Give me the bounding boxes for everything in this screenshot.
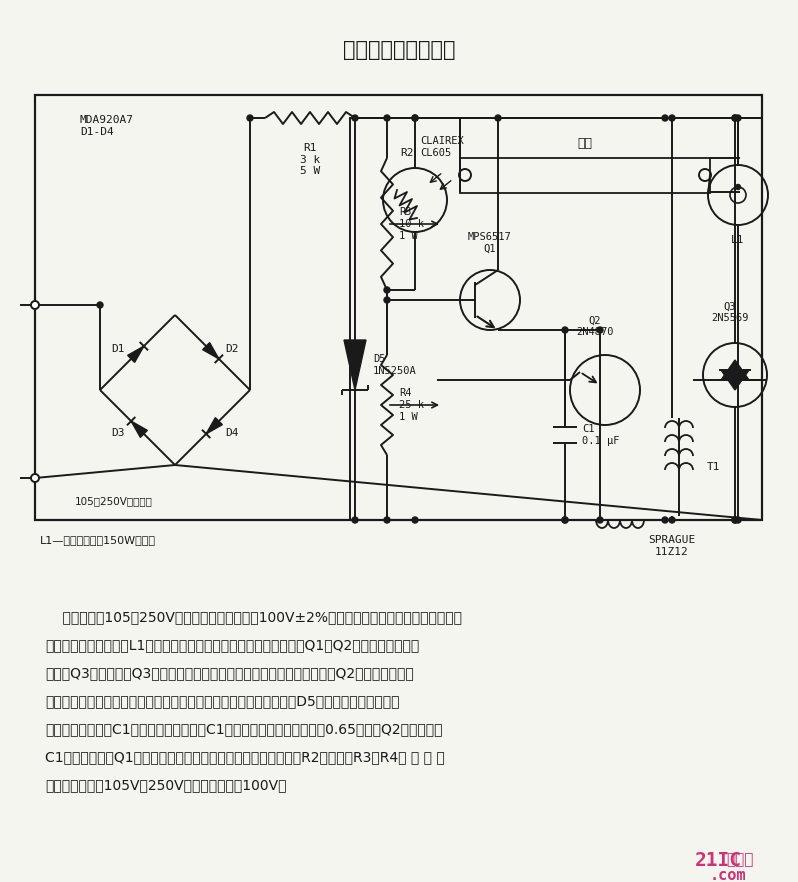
Text: 管路: 管路 [578,137,592,150]
Circle shape [495,115,501,121]
Circle shape [732,517,738,523]
Text: Q3
2N5569: Q3 2N5569 [711,302,749,323]
Circle shape [669,115,675,121]
Polygon shape [128,346,144,363]
Text: D2: D2 [226,345,239,355]
Bar [35,95,762,520]
Circle shape [412,115,418,121]
Text: R3
10 k
1 W: R3 10 k 1 W [399,207,424,241]
Circle shape [384,297,390,303]
Circle shape [597,517,603,523]
Text: MPS6517
Q1: MPS6517 Q1 [468,232,512,254]
Circle shape [384,115,390,121]
Text: Q2
2N4870: Q2 2N4870 [576,316,614,337]
Text: SPRAGUE
11Z12: SPRAGUE 11Z12 [648,535,696,557]
Text: 灯电压，分别将105V和250V的线电压设定为100V。: 灯电压，分别将105V和250V的线电压设定为100V。 [45,778,286,792]
Polygon shape [203,342,219,359]
Polygon shape [721,370,749,390]
Circle shape [597,327,603,333]
Text: T1: T1 [707,462,721,472]
Polygon shape [131,421,148,437]
Text: 21IC: 21IC [695,850,742,870]
Text: 电子网: 电子网 [726,853,753,868]
Polygon shape [344,340,366,390]
Text: L1—带有反射镜的150W投射灯: L1—带有反射镜的150W投射灯 [40,535,156,545]
Circle shape [732,115,738,121]
Bar [460,158,710,193]
Circle shape [97,302,103,308]
Circle shape [247,115,253,121]
Text: 投射灯用电压调节器: 投射灯用电压调节器 [343,40,455,60]
Circle shape [732,517,738,523]
Circle shape [662,517,668,523]
Circle shape [735,115,741,121]
Polygon shape [721,360,749,380]
Circle shape [412,115,418,121]
Text: R2: R2 [400,148,413,158]
Circle shape [412,517,418,523]
Text: D3: D3 [111,428,124,437]
Text: 过全波桥式整流器与电网同步。加到触发电路上的电压由稳压二极管D5加以限定，供给电压的: 过全波桥式整流器与电网同步。加到触发电路上的电压由稳压二极管D5加以限定，供给电… [45,694,400,708]
Text: R4
25 k
1 W: R4 25 k 1 W [399,388,424,422]
Circle shape [352,115,358,121]
Circle shape [384,517,390,523]
Circle shape [31,301,39,309]
Bar [350,118,762,520]
Circle shape [735,517,741,523]
Circle shape [736,184,741,190]
Text: 可控硅Q3的导通角。Q3提供灯电压，它的导通角由触发电路的单结晶体管Q2设定，该电路通: 可控硅Q3的导通角。Q3提供灯电压，它的导通角由触发电路的单结晶体管Q2设定，该… [45,666,413,680]
Circle shape [562,517,568,523]
Polygon shape [206,418,223,434]
Circle shape [562,327,568,333]
Text: C1的充电速率由Q1的导通状况设定，此导通情况受控于光电元件R2。电位器R3和R4用 于 调 节: C1的充电速率由Q1的导通状况设定，此导通情况受控于光电元件R2。电位器R3和R… [45,750,444,764]
Circle shape [562,517,568,523]
Text: 的方法是，间接检测灯L1的光输出，并将该反馈信号加到触发电路（Q1和Q2）上，以控制双向: 的方法是，间接检测灯L1的光输出，并将该反馈信号加到触发电路（Q1和Q2）上，以… [45,638,419,652]
Text: C1
0.1 μF: C1 0.1 μF [582,424,619,445]
Text: 105～250V交流电源: 105～250V交流电源 [75,496,153,506]
Text: 该电路可将105～250V的交流输入电压调节到100V±2%（均方根值），供投射灯使用。采用: 该电路可将105～250V的交流输入电压调节到100V±2%（均方根值），供投射… [45,610,462,624]
Circle shape [732,115,738,121]
Circle shape [352,517,358,523]
Text: CLAIREX
CL605: CLAIREX CL605 [420,137,464,158]
Text: L1: L1 [731,235,745,245]
Text: D1: D1 [111,345,124,355]
Text: D5
1N5250A: D5 1N5250A [373,355,417,376]
Text: D4: D4 [226,428,239,437]
Circle shape [31,474,39,482]
Text: MDA920A7: MDA920A7 [80,115,134,125]
Circle shape [669,517,675,523]
Circle shape [384,287,390,293]
Text: 相位控制由电容器C1的充电速率设定。当C1上的电压达到稳压管电压的0.65倍时，Q2即被触发。: 相位控制由电容器C1的充电速率设定。当C1上的电压达到稳压管电压的0.65倍时，… [45,722,443,736]
Text: D1-D4: D1-D4 [80,127,114,137]
Text: .com: .com [710,868,746,882]
Text: R1
3 k
5 W: R1 3 k 5 W [300,143,320,176]
Circle shape [662,115,668,121]
